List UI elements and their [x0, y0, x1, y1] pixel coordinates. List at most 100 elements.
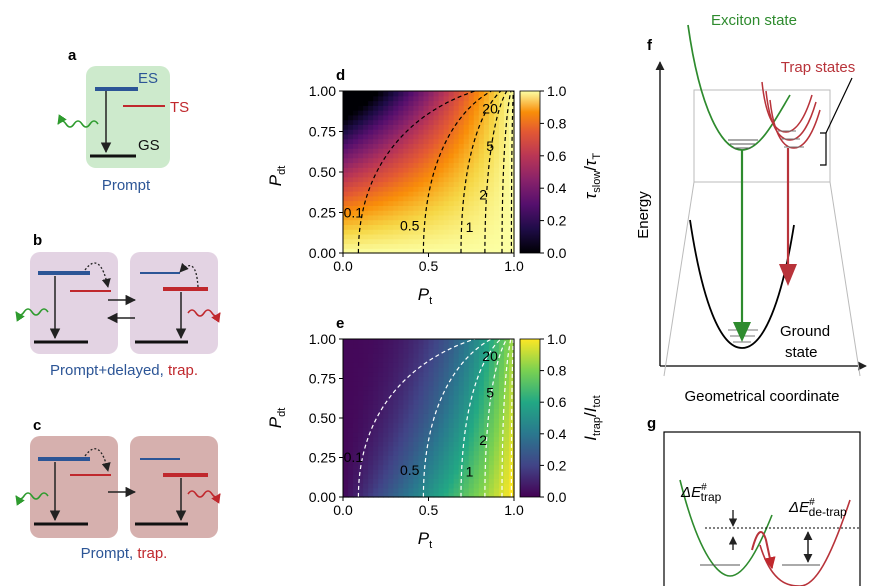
heatmap-cell: [423, 380, 430, 387]
heatmap-cell: [498, 195, 505, 202]
heatmap-cell: [373, 133, 379, 140]
heatmap-cell: [473, 186, 480, 192]
heatmap-cell: [493, 450, 500, 456]
heatmap-cell: [453, 238, 460, 245]
heatmap-cell: [488, 464, 495, 470]
heatmap-cell: [463, 248, 470, 254]
heatmap-cell: [383, 376, 389, 382]
heatmap-cell: [383, 362, 389, 368]
heatmap-cell: [493, 243, 500, 249]
heatmap-cell: [363, 186, 369, 192]
heatmap-cell: [483, 176, 490, 183]
heatmap-cell: [378, 91, 384, 97]
heatmap-cell: [353, 95, 359, 102]
heatmap-cell: [468, 362, 475, 368]
heatmap-cell: [423, 427, 430, 433]
heatmap-cell: [508, 390, 515, 396]
heatmap-cell: [343, 138, 349, 145]
heatmap-cell: [408, 427, 415, 433]
heatmap-cell: [383, 487, 389, 493]
heatmap-cell: [483, 148, 490, 154]
heatmap-cell: [408, 143, 415, 149]
heatmap-cell: [478, 445, 485, 452]
heatmap-cell: [483, 459, 490, 466]
heatmap-cell: [403, 431, 409, 438]
heatmap-cell: [473, 172, 480, 178]
heatmap-cell: [388, 205, 394, 211]
heatmap-cell: [428, 172, 435, 178]
heatmap-cell: [463, 366, 470, 373]
heatmap-cell: [468, 114, 475, 121]
heatmap-cell: [418, 200, 425, 206]
heatmap-cell: [458, 404, 465, 410]
heatmap-cell: [473, 492, 480, 498]
heatmap-cell: [448, 143, 455, 149]
heatmap-cell: [448, 422, 455, 428]
heatmap-cell: [383, 371, 389, 377]
energy-label: Energy: [635, 191, 652, 239]
heatmap-cell: [458, 195, 465, 202]
heatmap-cell: [393, 243, 399, 249]
heatmap-cell: [483, 348, 490, 354]
heatmap-cell: [408, 487, 415, 493]
heatmap-cell: [403, 124, 409, 130]
heatmap-cell: [343, 195, 349, 202]
heatmap-cell: [428, 176, 435, 183]
heatmap-cell: [463, 418, 470, 424]
heatmap-cell: [438, 362, 445, 368]
heatmap-cell: [428, 431, 435, 438]
heatmap-cell: [393, 422, 399, 428]
ground-parabola: [689, 219, 795, 349]
heatmap-cell: [428, 243, 435, 249]
heatmap-cell: [443, 445, 450, 452]
heatmap-cell: [483, 362, 490, 368]
heatmap-cell: [453, 248, 460, 254]
heatmap-cell: [408, 148, 415, 154]
heatmap-cell: [438, 105, 445, 111]
heatmap-cell: [428, 162, 435, 168]
exciton-vibrational-levels: [728, 139, 758, 149]
heatmap-cell: [468, 138, 475, 145]
heatmap-cell: [433, 404, 440, 410]
heatmap-cell: [468, 176, 475, 183]
heatmap-cell: [493, 162, 500, 168]
heatmap-cell: [388, 181, 394, 187]
heatmap-cell: [408, 455, 415, 461]
heatmap-cell: [493, 91, 500, 97]
heatmap-cell: [388, 143, 394, 149]
heatmap-cell: [353, 455, 359, 461]
heatmap-cell: [483, 450, 490, 456]
heatmap-cell: [348, 176, 354, 183]
heatmap-cell: [503, 445, 510, 452]
heatmap-cell: [358, 366, 364, 373]
heatmap-cell: [358, 238, 364, 245]
heatmap-cell: [393, 431, 399, 438]
heatmap-cell: [483, 95, 490, 102]
heatmap-cell: [373, 366, 379, 373]
heatmap-cell: [393, 483, 399, 489]
heatmap-cell: [423, 191, 430, 197]
heatmap-cell: [443, 110, 450, 116]
heatmap-cell: [488, 362, 495, 368]
heatmap-cell: [413, 413, 420, 419]
heatmap-cell: [398, 219, 404, 226]
heatmap-cell: [348, 114, 354, 121]
heatmap-cell: [443, 348, 450, 354]
heatmap-cell: [383, 464, 389, 470]
heatmap-cell: [413, 487, 420, 493]
heatmap-cell: [368, 450, 374, 456]
heatmap-cell: [428, 238, 435, 245]
heatmap-cell: [498, 404, 505, 410]
heatmap-cell: [343, 152, 349, 159]
heatmap-cell: [368, 91, 374, 97]
heatmap-cell: [428, 478, 435, 484]
heatmap-cell: [473, 445, 480, 452]
heatmap-cell: [503, 243, 510, 249]
heatmap-cell: [438, 143, 445, 149]
heatmap-cell: [348, 436, 354, 442]
heatmap-cell: [398, 376, 404, 382]
heatmap-cell: [478, 352, 485, 359]
heatmap-cell: [363, 450, 369, 456]
heatmap-cell: [413, 200, 420, 206]
heatmap-cell: [398, 385, 404, 391]
